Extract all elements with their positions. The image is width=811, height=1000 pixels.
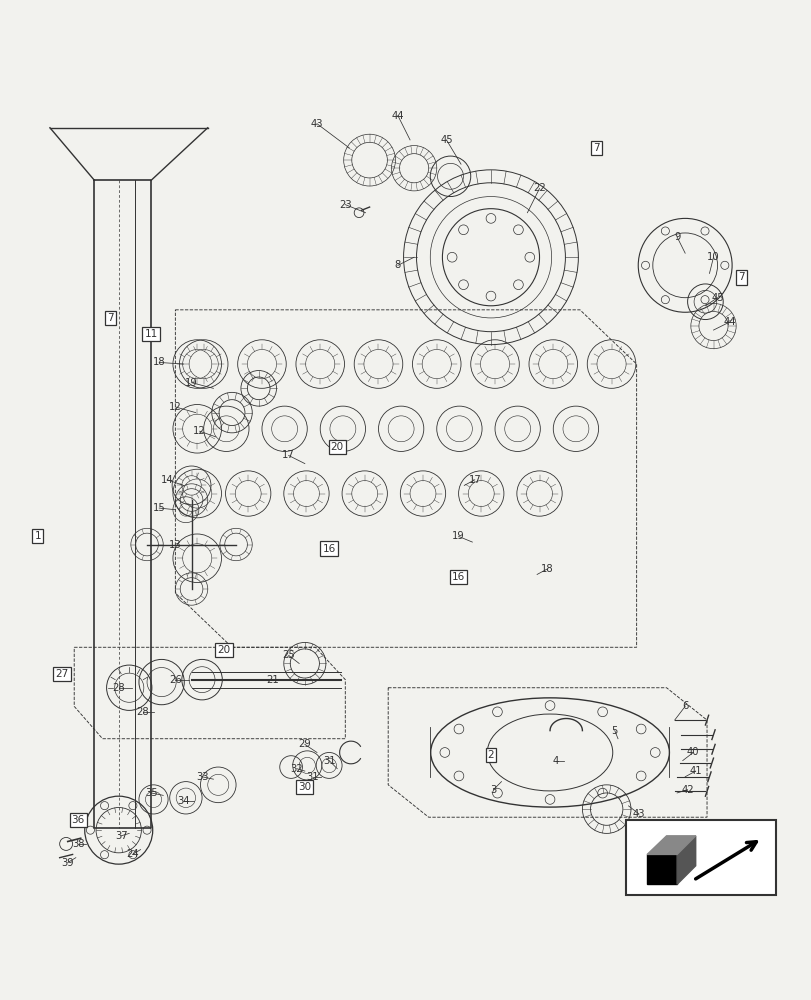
Text: 19: 19 [185,378,198,388]
Text: 34: 34 [177,796,190,806]
Text: 31: 31 [307,772,319,782]
Text: 3: 3 [490,785,496,795]
Text: 9: 9 [673,232,680,242]
Text: 22: 22 [533,183,545,193]
Text: 2: 2 [487,750,494,760]
Text: 23: 23 [338,200,351,210]
Polygon shape [646,854,676,884]
Text: 35: 35 [144,788,157,798]
Text: 43: 43 [632,809,645,819]
Text: 16: 16 [322,544,335,554]
Polygon shape [646,836,695,854]
Text: 12: 12 [193,426,206,436]
Text: 1: 1 [34,531,41,541]
Text: 42: 42 [680,785,693,795]
Text: 17: 17 [282,450,294,460]
Text: 24: 24 [126,849,139,859]
Text: 27: 27 [55,669,69,679]
Text: 31: 31 [323,756,335,766]
Text: 18: 18 [541,564,553,574]
Text: 45: 45 [710,293,723,303]
Text: 7: 7 [592,143,599,153]
Text: 37: 37 [114,831,127,841]
Text: 36: 36 [71,815,85,825]
Text: 12: 12 [169,402,182,412]
Text: 8: 8 [394,260,401,270]
Text: 13: 13 [169,540,182,550]
Text: 45: 45 [440,135,453,145]
Text: 18: 18 [152,357,165,367]
Text: 41: 41 [689,766,702,776]
Text: 20: 20 [217,645,230,655]
Text: 26: 26 [169,675,182,685]
Text: 16: 16 [452,572,465,582]
Text: 28: 28 [136,707,149,717]
Text: 11: 11 [144,329,157,339]
Text: 44: 44 [391,111,404,121]
Polygon shape [676,836,695,884]
Text: 15: 15 [152,503,165,513]
Text: 39: 39 [62,858,74,868]
Text: 5: 5 [611,726,617,736]
Text: 38: 38 [72,839,84,849]
Text: 10: 10 [706,252,719,262]
Text: 6: 6 [681,701,688,711]
Text: 33: 33 [195,772,208,782]
Text: 29: 29 [298,739,311,749]
Text: 40: 40 [686,747,698,757]
Text: 7: 7 [738,272,744,282]
Bar [625,820,775,895]
Text: 4: 4 [552,756,558,766]
Text: 17: 17 [468,475,481,485]
Text: 21: 21 [266,675,278,685]
Text: 28: 28 [112,683,125,693]
Text: 19: 19 [452,531,465,541]
Text: 43: 43 [311,119,323,129]
Text: 44: 44 [723,317,735,327]
Text: 20: 20 [330,442,343,452]
Text: 14: 14 [161,475,174,485]
Text: 32: 32 [290,764,303,774]
Text: 30: 30 [298,782,311,792]
Text: 7: 7 [107,313,114,323]
Text: 25: 25 [282,650,294,660]
